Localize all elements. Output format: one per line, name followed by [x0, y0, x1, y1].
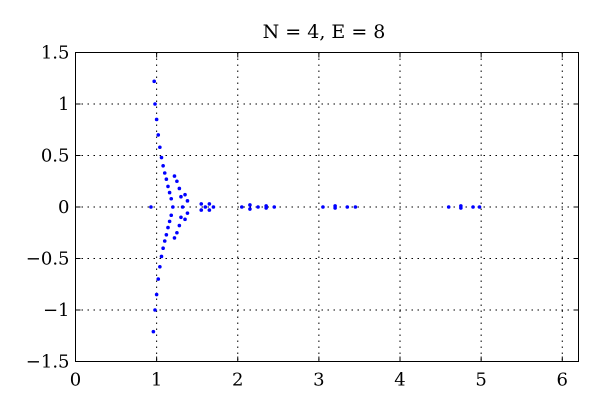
data-point: [161, 246, 165, 250]
axis-ticks: [75, 52, 579, 362]
data-point: [177, 223, 182, 228]
data-point: [172, 174, 177, 178]
data-point: [158, 145, 162, 150]
data-point: [248, 207, 252, 211]
data-point: [183, 192, 187, 197]
y-tick-label: −1.5: [26, 352, 70, 373]
data-point: [199, 208, 204, 212]
data-point: [446, 205, 451, 209]
data-point: [169, 213, 174, 218]
data-point: [185, 199, 190, 203]
data-point: [154, 117, 159, 122]
data-point: [172, 236, 177, 240]
data-point: [156, 277, 161, 281]
data-point: [169, 196, 174, 201]
data-point: [248, 203, 252, 207]
data-point: [159, 155, 164, 160]
data-point: [207, 208, 212, 212]
data-point: [175, 230, 179, 235]
x-tick-label: 5: [475, 370, 486, 391]
data-point: [199, 202, 204, 206]
data-point: [154, 292, 159, 297]
data-point: [345, 205, 350, 209]
data-point: [166, 225, 170, 230]
data-point: [264, 206, 268, 210]
x-tick-label: 2: [232, 370, 243, 391]
data-point: [159, 254, 164, 259]
data-point: [179, 194, 183, 199]
x-tick-label: 1: [151, 370, 162, 391]
data-point: [158, 264, 162, 269]
data-point: [151, 329, 156, 334]
data-point: [164, 233, 169, 237]
data-point: [353, 205, 358, 209]
data-point: [171, 205, 175, 209]
chart-title: N = 4, E = 8: [263, 21, 386, 43]
data-points: [149, 79, 482, 334]
data-point: [153, 308, 157, 312]
y-tick-label: −1: [43, 300, 70, 321]
data-point: [177, 186, 182, 191]
data-point: [153, 102, 157, 106]
data-point: [161, 164, 165, 168]
data-point: [477, 205, 482, 209]
data-point: [162, 171, 167, 175]
data-point: [166, 184, 170, 189]
data-point: [185, 211, 190, 215]
x-tick-label: 4: [394, 370, 405, 391]
y-tick-label: 0.5: [41, 146, 70, 167]
y-axis-tick-labels: 1.5 1 0.5 0 −0.5 −1 −1.5: [26, 43, 70, 373]
data-point: [333, 206, 337, 210]
data-point: [240, 205, 244, 209]
y-tick-label: 1: [58, 94, 69, 115]
data-point: [180, 205, 185, 209]
data-point: [175, 179, 179, 184]
data-point: [164, 177, 169, 181]
data-point: [167, 219, 172, 224]
plot-area-border: [75, 52, 579, 362]
data-point: [162, 239, 167, 243]
data-point: [152, 79, 156, 84]
y-tick-label: 1.5: [41, 43, 70, 64]
x-axis-tick-labels: 0 1 2 3 4 5 6: [70, 370, 568, 391]
y-tick-label: −0.5: [26, 249, 70, 270]
y-tick-label: 0: [58, 197, 69, 218]
data-point: [149, 205, 153, 209]
data-point: [203, 205, 208, 209]
data-point: [471, 205, 475, 209]
data-point: [156, 133, 161, 137]
data-point: [459, 206, 463, 210]
x-tick-label: 0: [70, 370, 81, 391]
data-point: [183, 217, 187, 222]
data-point: [272, 205, 277, 209]
data-point: [211, 205, 216, 209]
data-point: [256, 205, 260, 209]
data-point: [167, 190, 172, 195]
data-point: [207, 202, 212, 206]
data-point: [179, 215, 183, 220]
x-tick-label: 3: [313, 370, 324, 391]
data-point: [321, 205, 325, 209]
x-tick-label: 6: [557, 370, 568, 391]
